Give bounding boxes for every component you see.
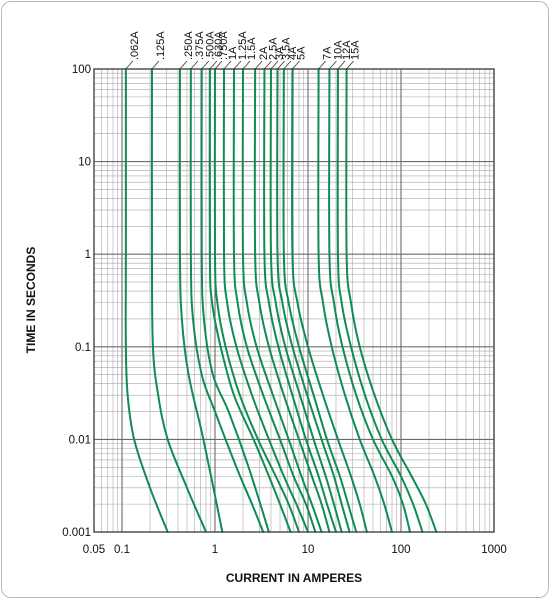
rating-label: 3A (274, 46, 286, 60)
rating-leader-line (277, 60, 285, 70)
fuse-curve (336, 68, 424, 533)
rating-label: .062A (129, 31, 141, 60)
fuse-curve (189, 68, 265, 533)
y-tick-label: 10 (78, 157, 91, 169)
x-axis-ticks: 0.05 0.1 1 10 100 1000 (83, 544, 507, 556)
fuse-curve (213, 68, 300, 533)
rating-leader-line (329, 60, 337, 70)
rating-leader-line (125, 60, 134, 70)
y-tick-label: 0.001 (62, 527, 91, 539)
rating-label: .630A (213, 31, 225, 60)
rating-label: .500A (205, 31, 217, 60)
rating-leader-line (346, 60, 354, 70)
x-tick-label: 0.1 (114, 544, 130, 556)
rating-leader-line (283, 60, 292, 70)
rating-leader-line (190, 60, 199, 70)
rating-leader-line (242, 60, 251, 70)
x-tick-label: 0.05 (83, 544, 105, 556)
fuse-curve (178, 68, 224, 533)
fuse-curve (241, 68, 323, 533)
fuse-curve (124, 68, 169, 533)
x-tick-label: 10 (302, 544, 315, 556)
fuse-curve (317, 68, 393, 533)
plot-area (94, 69, 494, 532)
rating-leader-line (292, 60, 300, 70)
y-axis-ticks: 100 10 1 0.1 0.01 0.001 (62, 64, 91, 539)
x-tick-label: 1 (212, 544, 218, 556)
rating-leader-line (264, 60, 272, 70)
rating-leader-line (254, 60, 263, 70)
y-tick-label: 100 (72, 64, 91, 76)
fuse-curve (328, 68, 412, 533)
y-axis-title: TIME IN SECONDS (24, 247, 38, 354)
plot-border (93, 68, 495, 533)
fuse-curve (222, 68, 309, 533)
rating-label: 12A (341, 40, 353, 60)
rating-leader-line (201, 60, 210, 70)
rating-label: 5A (295, 46, 307, 60)
rating-label: 7A (322, 46, 334, 60)
rating-labels: .062A .125A .250A.375A.500A.630A.750A1A1.2… (125, 31, 362, 70)
rating-label: 10A (332, 40, 344, 60)
rating-label: .250A (183, 31, 195, 60)
rating-leader-line (151, 60, 160, 70)
fuse-curve (200, 68, 270, 533)
y-tick-label: 1 (85, 249, 91, 261)
minor-grid (94, 69, 494, 532)
x-tick-label: 100 (391, 544, 410, 556)
rating-leader-line (179, 60, 188, 70)
rating-label: 1A (227, 46, 239, 60)
rating-leader-line (209, 60, 218, 70)
fuse-curve (291, 68, 368, 533)
rating-leader-line (233, 60, 242, 70)
x-axis-title: CURRENT IN AMPERES (226, 571, 362, 585)
rating-leader-line (270, 60, 279, 70)
x-tick-label: 1000 (481, 544, 507, 556)
fuse-curve (276, 68, 351, 533)
fuse-curve (263, 68, 337, 533)
rating-label: 2A (258, 46, 270, 60)
rating-label: .750A (218, 31, 230, 60)
rating-label: 3.5A (281, 37, 293, 60)
y-tick-label: 0.1 (75, 342, 91, 354)
fuse-curve (253, 68, 331, 533)
fuse-curve (282, 68, 358, 533)
fuse-curve (269, 68, 343, 533)
rating-label: 1.5A (246, 37, 258, 60)
rating-leader-line (318, 60, 326, 70)
major-grid (94, 69, 494, 532)
fuse-curve (232, 68, 317, 533)
rating-label: 2.5A (267, 37, 279, 60)
rating-label: .375A (194, 31, 206, 60)
fuse-curve (345, 68, 438, 533)
fuse-curve (150, 68, 207, 533)
fuse-curve (208, 68, 292, 533)
rating-leader-line (214, 60, 223, 70)
rating-leader-line (223, 60, 232, 70)
rating-leader-line (337, 60, 346, 70)
fuse-curves (124, 68, 438, 533)
rating-label: .125A (155, 31, 167, 60)
rating-label: 1.25A (237, 31, 249, 60)
y-tick-label: 0.01 (69, 434, 91, 446)
rating-label: 4A (287, 46, 299, 60)
rating-label: 15A (350, 40, 362, 60)
